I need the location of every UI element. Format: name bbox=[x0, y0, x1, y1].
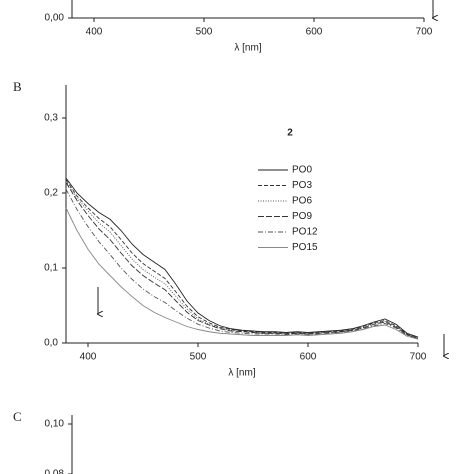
y-tick-label: 0,1 bbox=[44, 263, 58, 274]
x-axis-label: λ [nm] bbox=[228, 368, 255, 379]
x-tick-label: 400 bbox=[86, 27, 103, 38]
legend-label: PO9 bbox=[292, 211, 312, 222]
y-tick-label: 0,2 bbox=[44, 188, 58, 199]
data-line bbox=[65, 177, 419, 338]
data-line bbox=[65, 180, 419, 339]
x-tick-label: 600 bbox=[306, 27, 323, 38]
x-axis-label: λ [nm] bbox=[234, 43, 261, 54]
y-tick-label: 0,08 bbox=[45, 469, 65, 474]
data-line bbox=[65, 179, 419, 339]
annotation: 2 bbox=[287, 128, 293, 139]
panel-label: B bbox=[13, 79, 22, 94]
legend-label: PO0 bbox=[292, 165, 312, 176]
x-tick-label: 500 bbox=[190, 352, 207, 363]
x-tick-label: 700 bbox=[410, 352, 427, 363]
y-tick-label: 0,3 bbox=[44, 113, 58, 124]
data-line bbox=[65, 182, 419, 339]
legend-label: PO15 bbox=[292, 242, 318, 253]
x-tick-label: 600 bbox=[300, 352, 317, 363]
x-tick-label: 400 bbox=[80, 352, 97, 363]
x-tick-label: 700 bbox=[416, 27, 433, 38]
y-tick-label: 0,10 bbox=[45, 419, 65, 430]
legend-label: PO3 bbox=[292, 180, 312, 191]
y-tick-label: 0,0 bbox=[44, 338, 58, 349]
panel-label: C bbox=[13, 409, 22, 424]
y-tick-label: 0,00 bbox=[45, 13, 65, 24]
x-tick-label: 500 bbox=[196, 27, 213, 38]
legend-label: PO6 bbox=[292, 196, 312, 207]
legend-label: PO12 bbox=[292, 227, 318, 238]
data-line bbox=[65, 189, 419, 339]
data-line bbox=[65, 207, 419, 340]
